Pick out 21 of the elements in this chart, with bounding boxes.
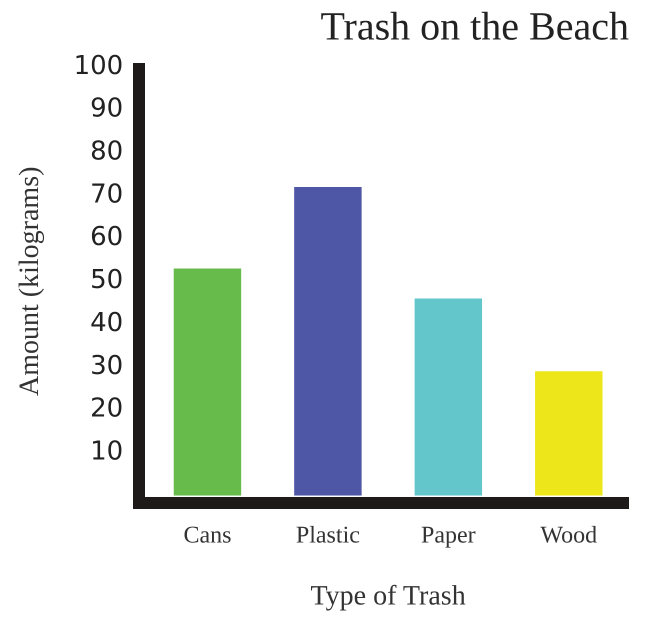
y-tick-label: 70 [90,179,124,210]
x-tick-label: Wood [540,522,598,548]
y-tick-label: 20 [90,394,124,424]
y-tick-label: 100 [74,50,124,81]
x-axis-title: Type of Trash [310,580,466,612]
y-tick-label: 50 [90,265,124,296]
bar [535,371,603,496]
y-tick-label: 90 [90,94,124,124]
x-tick-label: Plastic [296,522,360,548]
y-axis-title: Amount (kilograms) [14,166,46,396]
bar [174,268,242,496]
bar [294,187,362,496]
y-tick-label: 10 [90,436,124,466]
y-tick-label: 80 [90,136,124,166]
x-tick-label: Paper [421,522,476,548]
y-tick-label: 60 [90,222,124,252]
y-tick-label: 30 [90,350,124,381]
chart-title: Trash on the Beach [320,4,629,48]
x-tick-label: Cans [183,522,232,548]
y-tick-label: 40 [90,308,124,338]
bar [414,298,482,496]
